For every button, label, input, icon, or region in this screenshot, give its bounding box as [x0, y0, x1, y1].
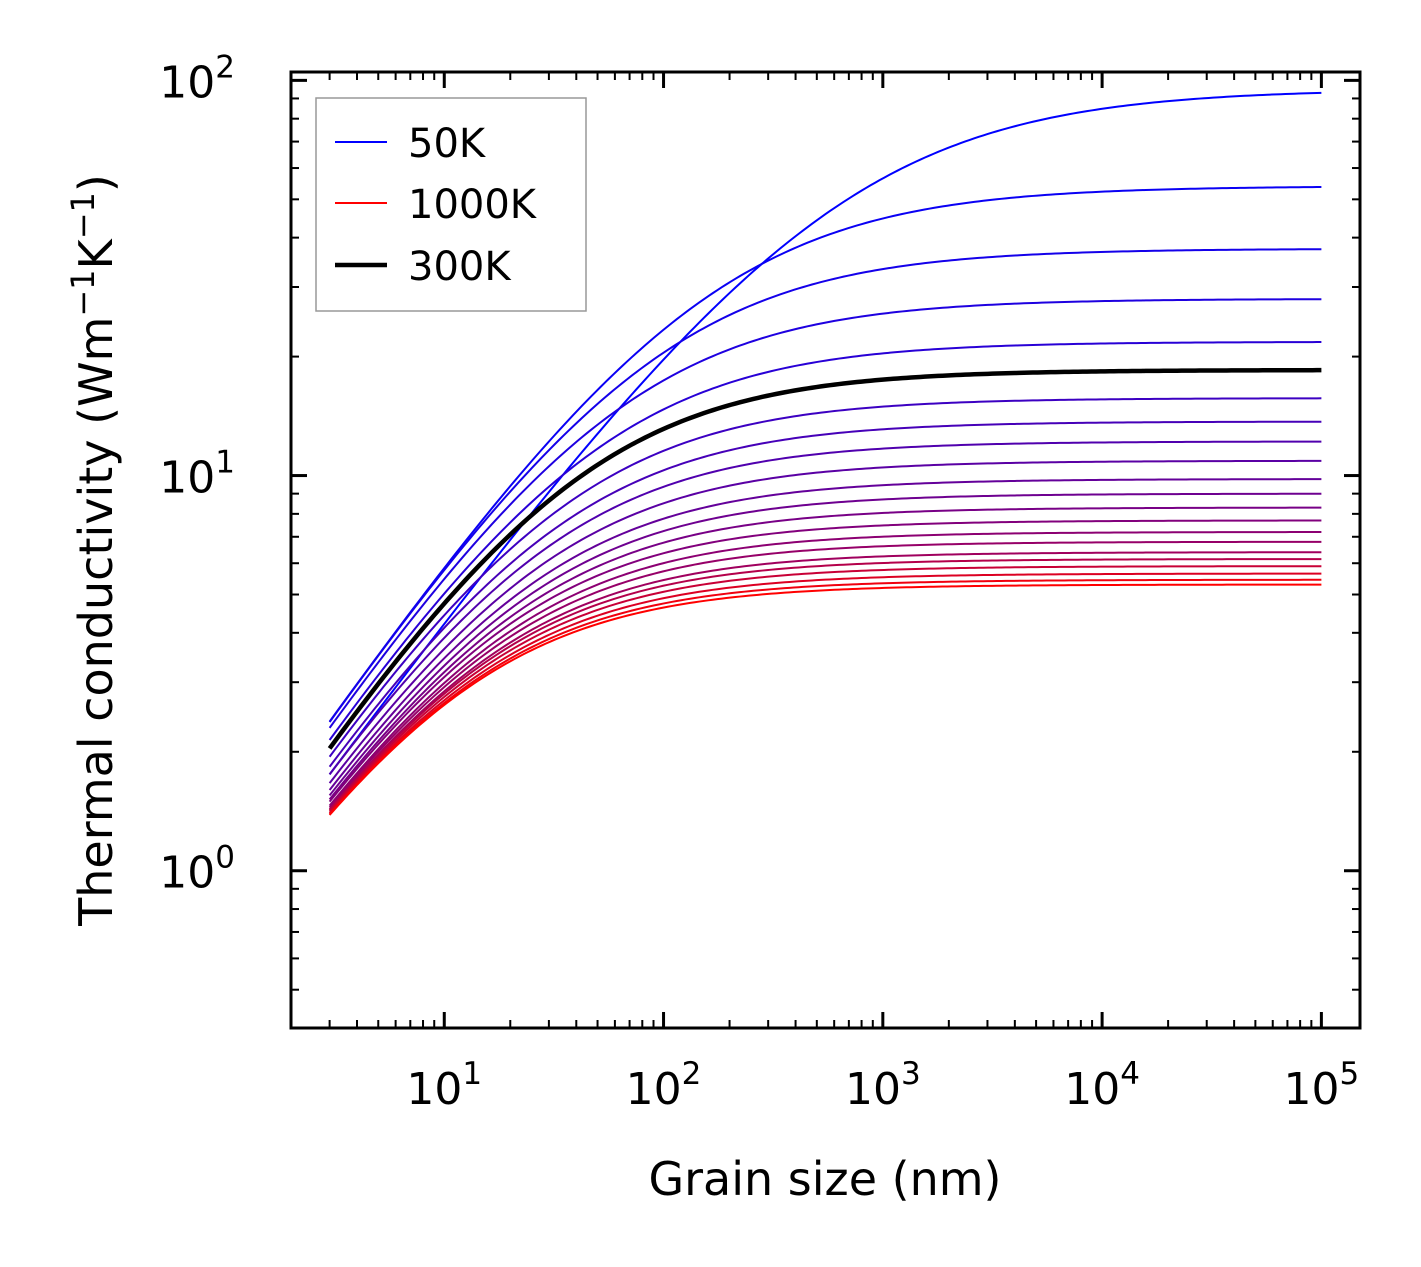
x-axis-label: Grain size (nm) — [649, 1152, 1002, 1206]
series-line-11 — [328, 506, 1322, 801]
legend-label-50k: 50K — [408, 121, 487, 167]
legend: 50K 1000K 300K — [315, 97, 587, 312]
y-tick-label: 100 — [159, 840, 235, 899]
series-line-50k — [328, 91, 1322, 775]
series-layer — [327, 91, 1322, 816]
series-line-12 — [328, 519, 1322, 803]
y-axis-label: Thermal conductivity (Wm−1K−1) — [64, 174, 123, 927]
x-tick-label: 103 — [845, 1056, 921, 1115]
series-line-3 — [328, 298, 1322, 729]
x-tick-label: 101 — [406, 1056, 482, 1115]
series-line-13 — [328, 531, 1322, 807]
series-line-8 — [328, 459, 1322, 784]
legend-label-300k: 300K — [408, 244, 512, 290]
series-line-18 — [328, 572, 1322, 814]
series-line-15 — [328, 551, 1322, 811]
y-tick-label: 102 — [159, 49, 235, 108]
series-line-7 — [328, 440, 1322, 776]
series-line-2 — [328, 248, 1322, 723]
y-tick-label: 101 — [159, 445, 235, 504]
series-line-5 — [328, 397, 1322, 758]
series-line-16 — [328, 558, 1322, 811]
series-line-9 — [328, 478, 1322, 791]
legend-label-1000k: 1000K — [408, 182, 538, 228]
plot-frame — [289, 70, 1362, 1030]
series-line-6 — [328, 420, 1322, 768]
series-line-300k — [327, 367, 1322, 750]
series-line-14 — [328, 540, 1322, 809]
legend-frame — [315, 97, 587, 312]
series-line-1 — [328, 186, 1322, 723]
x-tick-label: 104 — [1064, 1056, 1140, 1115]
series-line-10 — [328, 492, 1322, 797]
x-tick-label: 105 — [1284, 1056, 1360, 1115]
x-tick-label: 102 — [626, 1056, 702, 1115]
series-line-4 — [328, 341, 1322, 741]
series-line-19 — [328, 578, 1322, 816]
series-line-1000k — [328, 583, 1322, 816]
series-line-17 — [328, 565, 1322, 813]
tick-labels: 101 102 103 104 105 100 101 102 — [159, 49, 1359, 1115]
